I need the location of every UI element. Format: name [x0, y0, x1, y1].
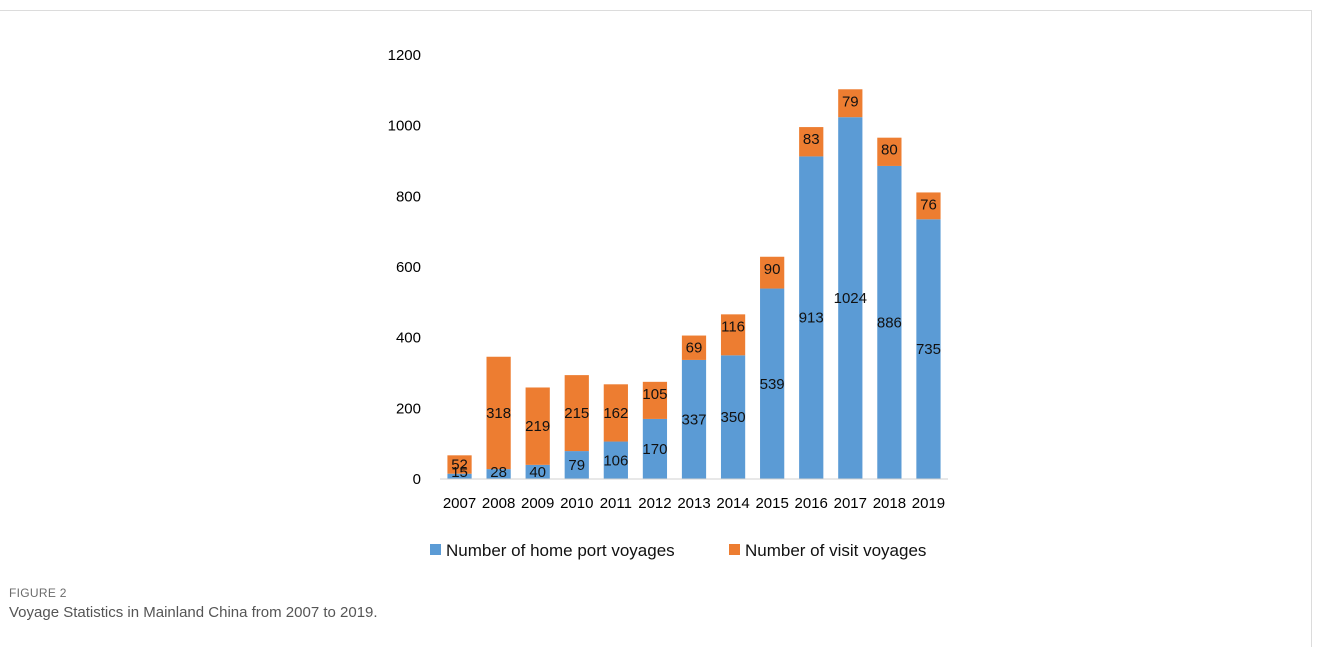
data-label-home-port: 15 — [451, 464, 468, 481]
bar-home-port-2016 — [799, 156, 824, 479]
data-label-visit: 76 — [920, 196, 937, 213]
data-label-visit: 162 — [603, 405, 628, 422]
x-tick-label: 2009 — [521, 495, 554, 512]
y-tick-label: 1000 — [388, 118, 421, 135]
data-label-visit: 219 — [525, 418, 550, 435]
data-label-home-port: 1024 — [834, 290, 867, 307]
data-label-home-port: 40 — [529, 464, 546, 481]
bar-home-port-2010 — [564, 451, 589, 479]
y-tick-label: 600 — [396, 259, 421, 276]
bar-visit-2016 — [799, 127, 824, 157]
data-label-home-port: 539 — [760, 376, 785, 393]
data-label-visit: 79 — [842, 93, 859, 110]
x-tick-label: 2019 — [912, 495, 945, 512]
bar-home-port-2018 — [877, 165, 902, 480]
x-tick-label: 2017 — [834, 495, 867, 512]
data-label-home-port: 170 — [642, 441, 667, 458]
data-label-visit: 80 — [881, 142, 898, 159]
bar-visit-2011 — [603, 384, 628, 442]
x-tick-label: 2011 — [600, 495, 632, 512]
data-label-home-port: 106 — [603, 452, 628, 469]
y-axis: 0 200 400 600 800 1000 1200 — [388, 47, 421, 488]
y-tick-label: 800 — [396, 188, 421, 205]
y-tick-label: 0 — [413, 471, 421, 488]
x-tick-label: 2015 — [755, 495, 788, 512]
data-label-visit: 69 — [686, 340, 703, 357]
x-tick-label: 2013 — [677, 495, 710, 512]
figure-caption: Voyage Statistics in Mainland China from… — [9, 604, 378, 621]
data-label-visit: 105 — [642, 386, 667, 403]
x-tick-label: 2007 — [443, 495, 476, 512]
figure-label: FIGURE 2 — [9, 586, 67, 600]
y-tick-label: 1200 — [388, 47, 421, 64]
bar-home-port-2008 — [486, 469, 511, 479]
bar-home-port-2017 — [838, 117, 863, 479]
bar-home-port-2012 — [642, 418, 668, 479]
bar-home-port-2009 — [525, 464, 550, 479]
bar-visit-2015 — [760, 256, 785, 289]
x-tick-label: 2014 — [716, 495, 749, 512]
legend: Number of home port voyages Number of vis… — [430, 541, 926, 560]
bar-home-port-2013 — [681, 359, 707, 479]
data-label-visit: 90 — [764, 261, 781, 278]
legend-label-home-port: Number of home port voyages — [446, 541, 675, 560]
data-label-home-port: 337 — [681, 411, 706, 428]
data-label-home-port: 28 — [490, 464, 507, 481]
legend-swatch-visit — [729, 544, 740, 555]
data-label-visit: 318 — [486, 405, 511, 422]
bar-home-port-2015 — [760, 288, 785, 479]
data-label-home-port: 79 — [568, 457, 585, 474]
bar-visit-2008 — [486, 356, 511, 470]
y-tick-label: 200 — [396, 400, 421, 417]
data-label-visit: 116 — [721, 318, 745, 335]
bar-visit-2009 — [525, 387, 550, 465]
figure-frame — [0, 10, 1312, 647]
data-label-home-port: 350 — [721, 409, 746, 426]
bar-visit-2007 — [447, 455, 472, 474]
bar-home-port-2011 — [603, 441, 628, 479]
x-axis: 2007 2008 2009 2010 2011 2012 2013 2014 2015 2016… — [443, 495, 945, 512]
bar-visit-2012 — [642, 381, 668, 419]
legend-label-visit: Number of visit voyages — [745, 541, 926, 560]
data-label-home-port: 735 — [916, 341, 941, 358]
bar-home-port-2007 — [447, 473, 472, 479]
x-tick-label: 2008 — [482, 495, 515, 512]
bar-home-port-2019 — [916, 219, 941, 480]
data-label-home-port: 886 — [877, 314, 902, 331]
data-label-visit: 215 — [564, 405, 589, 422]
x-tick-label: 2012 — [638, 495, 671, 512]
bar-home-port-2014 — [720, 355, 746, 479]
bar-visit-2018 — [877, 137, 902, 166]
x-tick-label: 2010 — [560, 495, 593, 512]
x-tick-label: 2016 — [795, 495, 828, 512]
bar-visit-2017 — [838, 89, 863, 118]
data-label-home-port: 913 — [799, 310, 824, 327]
bar-visit-2013 — [681, 335, 707, 360]
bar-visit-2014 — [720, 314, 746, 356]
x-tick-label: 2018 — [873, 495, 906, 512]
legend-swatch-home-port — [430, 544, 441, 555]
bar-visit-2019 — [916, 192, 941, 220]
data-label-visit: 83 — [803, 131, 820, 148]
data-label-visit: 52 — [451, 457, 468, 474]
bar-visit-2010 — [564, 375, 589, 452]
y-tick-label: 400 — [396, 330, 421, 347]
